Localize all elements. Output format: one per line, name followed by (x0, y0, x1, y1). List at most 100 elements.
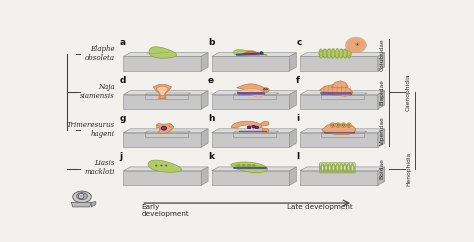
Polygon shape (237, 89, 264, 97)
Ellipse shape (336, 123, 340, 127)
Text: Elaphe
obsoleta: Elaphe obsoleta (85, 45, 115, 62)
Polygon shape (378, 129, 385, 147)
Polygon shape (300, 167, 385, 171)
Ellipse shape (161, 165, 163, 166)
Ellipse shape (343, 164, 346, 172)
Polygon shape (160, 95, 164, 98)
Text: f: f (296, 76, 301, 85)
Ellipse shape (77, 193, 87, 200)
Text: k: k (208, 152, 214, 161)
Ellipse shape (348, 124, 350, 126)
Polygon shape (322, 124, 356, 134)
Ellipse shape (346, 123, 351, 127)
Polygon shape (233, 133, 276, 137)
Ellipse shape (342, 124, 345, 126)
Polygon shape (300, 53, 385, 56)
Polygon shape (145, 95, 188, 99)
Polygon shape (378, 167, 385, 185)
Polygon shape (319, 85, 353, 96)
Ellipse shape (336, 165, 338, 171)
Ellipse shape (328, 164, 332, 172)
Ellipse shape (80, 195, 83, 198)
Text: Trimeresurus
hageni: Trimeresurus hageni (67, 121, 115, 138)
Ellipse shape (260, 52, 263, 54)
Ellipse shape (155, 165, 157, 166)
Polygon shape (290, 129, 296, 147)
Ellipse shape (323, 49, 327, 58)
Ellipse shape (341, 123, 346, 127)
Polygon shape (124, 56, 201, 71)
Polygon shape (233, 95, 276, 99)
Polygon shape (321, 93, 367, 95)
Text: j: j (120, 152, 123, 161)
Polygon shape (148, 160, 182, 172)
Ellipse shape (73, 191, 91, 203)
Ellipse shape (351, 165, 354, 171)
Polygon shape (212, 171, 290, 185)
Polygon shape (145, 133, 188, 137)
Ellipse shape (319, 49, 323, 58)
Polygon shape (300, 95, 378, 109)
Polygon shape (145, 131, 191, 133)
Polygon shape (212, 53, 296, 56)
Polygon shape (145, 93, 191, 95)
Text: Boidae: Boidae (380, 158, 385, 179)
Text: d: d (120, 76, 126, 85)
Polygon shape (378, 53, 385, 71)
Ellipse shape (252, 164, 255, 167)
Polygon shape (212, 91, 296, 95)
Text: Early
development: Early development (141, 204, 189, 217)
Ellipse shape (161, 126, 166, 130)
Polygon shape (91, 202, 96, 207)
Text: c: c (296, 38, 301, 46)
Polygon shape (300, 133, 378, 147)
Polygon shape (290, 53, 296, 71)
Polygon shape (212, 129, 296, 133)
Polygon shape (300, 171, 378, 185)
Text: Colubridae: Colubridae (380, 38, 385, 71)
Polygon shape (153, 85, 172, 98)
Ellipse shape (356, 44, 358, 45)
Polygon shape (201, 53, 208, 71)
Polygon shape (331, 81, 348, 88)
Ellipse shape (325, 165, 327, 171)
Ellipse shape (332, 164, 336, 172)
Polygon shape (201, 129, 208, 147)
Ellipse shape (156, 126, 159, 128)
Text: Henophidia: Henophidia (406, 151, 411, 186)
Polygon shape (290, 91, 296, 109)
Polygon shape (212, 167, 296, 171)
Ellipse shape (169, 125, 173, 127)
Polygon shape (321, 95, 364, 99)
Text: e: e (208, 76, 214, 85)
Polygon shape (300, 129, 385, 133)
Text: Late development: Late development (287, 204, 353, 210)
Ellipse shape (79, 193, 84, 199)
Text: Naja
siamensis: Naja siamensis (81, 83, 115, 100)
Ellipse shape (252, 125, 255, 128)
Ellipse shape (321, 165, 323, 171)
Polygon shape (321, 131, 367, 133)
Polygon shape (261, 121, 269, 126)
Polygon shape (262, 128, 269, 133)
Polygon shape (201, 91, 208, 109)
Ellipse shape (356, 43, 359, 46)
Polygon shape (231, 162, 267, 173)
Ellipse shape (347, 164, 350, 172)
Ellipse shape (324, 164, 328, 172)
Ellipse shape (264, 89, 265, 90)
Polygon shape (71, 202, 91, 207)
Text: l: l (296, 152, 300, 161)
Ellipse shape (343, 49, 347, 58)
Ellipse shape (162, 127, 165, 129)
Ellipse shape (331, 49, 335, 58)
Polygon shape (290, 167, 296, 185)
Polygon shape (237, 84, 264, 94)
Polygon shape (124, 133, 201, 147)
Polygon shape (300, 91, 385, 95)
Ellipse shape (255, 126, 259, 129)
Text: i: i (296, 114, 300, 123)
Polygon shape (124, 95, 201, 109)
Polygon shape (124, 171, 201, 185)
Polygon shape (321, 133, 364, 137)
